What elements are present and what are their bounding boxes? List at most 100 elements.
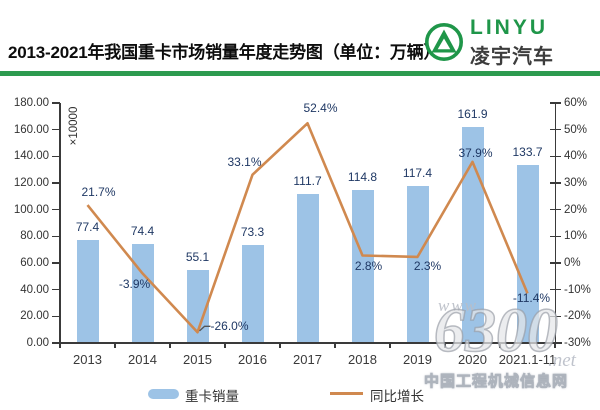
bar	[516, 164, 539, 343]
y-left-tick	[52, 102, 60, 104]
x-axis-tick	[114, 342, 116, 348]
y-left-tick-label: 160.00	[13, 123, 49, 136]
x-category-label: 2017	[293, 352, 322, 367]
legend-line-swatch	[330, 392, 363, 395]
x-axis-tick	[499, 342, 501, 348]
x-category-label: 2014	[128, 352, 157, 367]
line-value-label: -26.0%	[210, 319, 249, 334]
x-category-label: 2021.1-11	[498, 352, 557, 367]
y-left-tick	[52, 182, 60, 184]
bar	[351, 189, 374, 343]
x-axis-tick	[169, 342, 171, 348]
y-left-tick-label: 120.00	[13, 177, 49, 189]
x-axis-tick	[59, 342, 61, 348]
bar-value-label: 114.8	[347, 169, 378, 184]
bar-value-label: 55.1	[185, 249, 210, 264]
bar-value-label: 161.9	[457, 107, 488, 122]
bar	[461, 127, 484, 343]
bar	[76, 239, 99, 343]
line-value-label: 37.9%	[458, 145, 493, 160]
y-right-tick	[550, 208, 561, 211]
line-value-label: 2.8%	[354, 258, 383, 273]
y-right-tick-label: 10%	[564, 230, 588, 243]
line-value-label: 2.3%	[413, 258, 442, 273]
y-right-tick	[550, 288, 561, 291]
linyu-emblem-icon	[424, 22, 464, 62]
y-left-tick-label: 80.00	[20, 230, 49, 243]
y-left-tick-label: 100.00	[13, 203, 49, 216]
x-category-label: 2013	[73, 352, 102, 367]
bar-value-label: 77.4	[75, 219, 100, 234]
y-right-tick	[550, 182, 561, 184]
x-axis	[53, 342, 562, 344]
brand-name-en: LINYU	[470, 16, 548, 39]
x-category-label: 2020	[458, 352, 487, 367]
y-left-tick-label: 0.00	[26, 337, 49, 349]
line-value-label: 21.7%	[81, 185, 116, 200]
y-left-tick	[52, 155, 60, 158]
x-axis-tick	[224, 342, 226, 348]
bar-value-label: 73.3	[240, 225, 265, 240]
x-axis-tick	[444, 342, 446, 348]
y-right-tick-label: -10%	[564, 283, 591, 296]
y-axis-left	[59, 103, 61, 343]
y-left-tick-label: 140.00	[13, 150, 49, 163]
y-right-tick-label: 0%	[564, 257, 581, 269]
line-value-label: -11.4%	[512, 291, 551, 306]
y-axis-right	[554, 103, 557, 343]
y-right-tick-label: 60%	[564, 97, 588, 109]
bar-value-label: 133.7	[512, 144, 543, 159]
y-left-tick-label: 60.00	[20, 257, 49, 269]
green-divider	[0, 71, 600, 76]
y-left-tick	[52, 208, 60, 211]
x-category-label: 2018	[348, 352, 377, 367]
y-left-tick-label: 40.00	[20, 283, 49, 296]
label-leader-line	[199, 325, 211, 332]
y-right-tick-label: 20%	[564, 203, 588, 216]
x-axis-tick	[554, 342, 556, 348]
y-left-tick	[52, 342, 60, 344]
x-axis-tick	[334, 342, 336, 348]
bar	[241, 245, 264, 343]
brand-name-cn: 凌宇汽车	[470, 46, 554, 68]
y-right-tick-label: -30%	[564, 337, 591, 349]
x-axis-tick	[389, 342, 391, 348]
y-left-tick	[52, 288, 60, 291]
line-value-label: 52.4%	[303, 101, 338, 116]
legend-bar-swatch	[148, 389, 179, 399]
line-value-label: -3.9%	[118, 277, 151, 292]
y-right-tick	[550, 262, 561, 264]
y-left-tick	[52, 128, 60, 131]
line-value-label: 33.1%	[227, 154, 262, 169]
bar-value-label: 74.4	[130, 223, 155, 238]
y-right-tick-label: 30%	[564, 177, 588, 189]
y-left-tick-label: 180.00	[13, 97, 49, 109]
bar	[406, 186, 429, 343]
x-category-label: 2019	[403, 352, 432, 367]
y-right-tick	[550, 235, 561, 238]
y-right-tick	[550, 155, 561, 158]
legend-line-label: 同比增长	[370, 389, 424, 404]
y-right-tick-label: -20%	[564, 310, 591, 323]
y-left-tick	[52, 262, 60, 264]
y-right-tick-label: 40%	[564, 150, 588, 163]
y-right-tick	[550, 102, 561, 104]
brand-logo: LINYU 凌宇汽车	[422, 8, 592, 68]
bar-value-label: 111.7	[293, 174, 322, 189]
y-right-tick	[550, 128, 561, 131]
y-left-tick	[52, 235, 60, 238]
bar-value-label: 117.4	[402, 166, 433, 181]
legend-bar-label: 重卡销量	[185, 389, 239, 404]
y-right-tick-label: 50%	[564, 123, 588, 136]
x-category-label: 2015	[183, 352, 212, 367]
y-left-tick-label: 20.00	[20, 310, 49, 323]
y-left-tick	[52, 315, 60, 318]
chart-title: 2013-2021年我国重卡市场销量年度走势图（单位：万辆）	[8, 43, 441, 62]
bar	[296, 194, 319, 343]
x-category-label: 2016	[238, 352, 267, 367]
y-right-tick	[550, 315, 561, 318]
growth-line-path	[86, 122, 529, 334]
